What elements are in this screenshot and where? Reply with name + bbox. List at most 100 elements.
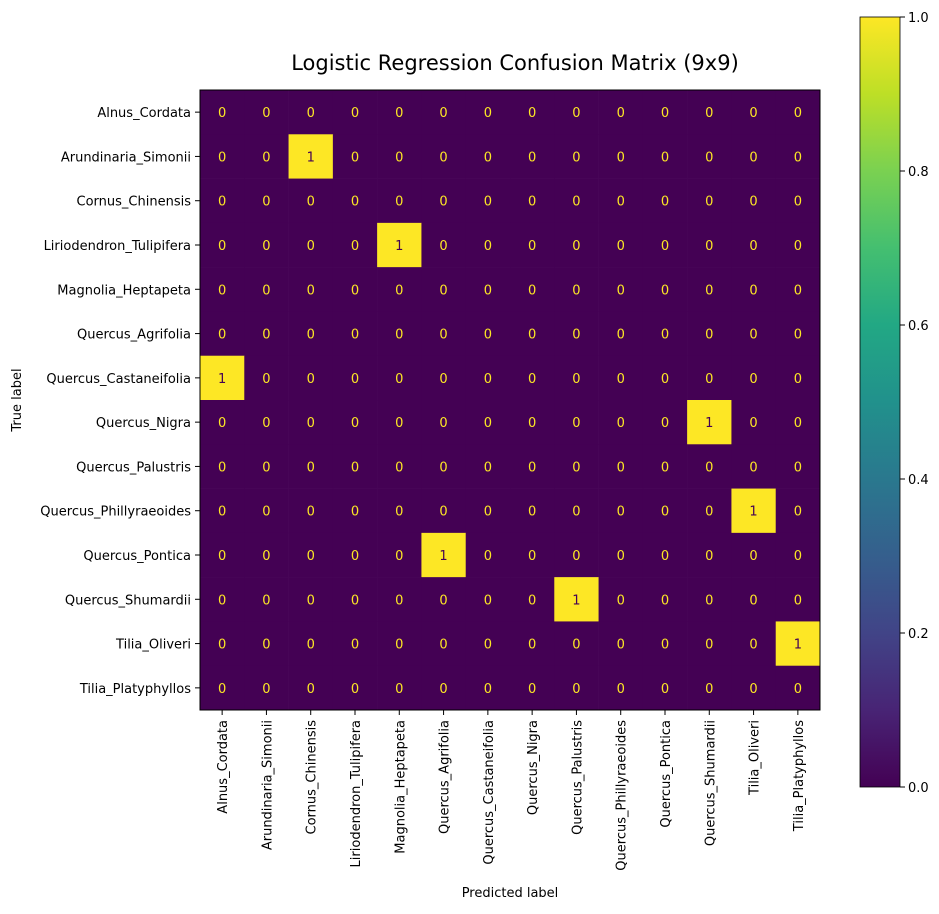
- matrix-cell-value: 0: [661, 328, 669, 343]
- matrix-cell: [421, 444, 467, 489]
- matrix-cell: [687, 577, 732, 622]
- matrix-cell-value: 0: [528, 505, 536, 520]
- matrix-cell-value: 0: [262, 460, 270, 475]
- matrix-cell: [421, 267, 467, 312]
- matrix-cell-value: 0: [749, 638, 757, 653]
- matrix-cell: [288, 355, 334, 401]
- matrix-cell: [775, 532, 821, 578]
- matrix-cell: [687, 621, 732, 667]
- colorbar: [859, 16, 901, 788]
- matrix-cell-value: 0: [218, 150, 226, 165]
- matrix-cell-labels: 0 0 0 0 0 0 0 0 0 0 0 0 0 0 0 0 1 0 0 0 0 0 0 0 0 0 0 0 0 0 0 0 0 0 0 0 0 0 0 0…: [218, 106, 802, 697]
- matrix-cell: [332, 665, 378, 711]
- matrix-cell: [377, 267, 422, 312]
- matrix-cell: [421, 90, 467, 135]
- matrix-cell: [377, 355, 422, 401]
- matrix-cell: [288, 222, 334, 268]
- matrix-cell: [731, 665, 777, 711]
- matrix-cell: [244, 267, 289, 312]
- matrix-cell: [200, 222, 245, 268]
- matrix-cell-value: 0: [572, 549, 580, 564]
- matrix-cell-value: 0: [661, 505, 669, 520]
- matrix-cell: [775, 444, 821, 489]
- matrix-cell-value: 0: [351, 460, 359, 475]
- matrix-cell-value: 0: [661, 549, 669, 564]
- matrix-cell: [598, 400, 644, 445]
- matrix-cell: [598, 577, 644, 622]
- matrix-cell: [200, 178, 245, 224]
- matrix-cell-value: 0: [484, 106, 492, 121]
- matrix-cell: [200, 577, 245, 622]
- matrix-cell-value: 0: [351, 549, 359, 564]
- y-tick-label: Quercus_Pontica: [83, 549, 191, 564]
- matrix-cell-value: 0: [794, 328, 802, 343]
- matrix-cell: [421, 355, 467, 401]
- matrix-cell: [554, 577, 599, 622]
- matrix-cell: [332, 311, 378, 357]
- matrix-cell-value: 0: [262, 283, 270, 298]
- matrix-cell: [642, 267, 688, 312]
- matrix-cell-value: 0: [218, 460, 226, 475]
- matrix-cell: [687, 665, 732, 711]
- matrix-cell: [377, 488, 422, 534]
- matrix-cell-value: 0: [262, 106, 270, 121]
- matrix-cell: [332, 355, 378, 401]
- matrix-cell-value: 0: [395, 283, 403, 298]
- matrix-cell-value: 0: [218, 549, 226, 564]
- matrix-cell: [554, 400, 599, 445]
- matrix-cell-value: 0: [395, 682, 403, 697]
- matrix-cell-value: 0: [351, 328, 359, 343]
- matrix-cell-value: 0: [262, 682, 270, 697]
- matrix-cell-value: 0: [307, 328, 315, 343]
- matrix-cell: [377, 400, 422, 445]
- matrix-cell-value: 0: [572, 460, 580, 475]
- matrix-cell-value: 0: [351, 106, 359, 121]
- matrix-cell-value: 0: [705, 549, 713, 564]
- matrix-cell-value: 0: [528, 106, 536, 121]
- matrix-cell: [554, 355, 599, 401]
- matrix-cell: [200, 355, 245, 401]
- x-tick-label: Quercus_Palustris: [570, 720, 585, 835]
- matrix-cell: [332, 178, 378, 224]
- matrix-cell: [332, 134, 378, 179]
- matrix-cell-value: 0: [439, 195, 447, 210]
- matrix-cell: [421, 400, 467, 445]
- matrix-cell: [244, 134, 289, 179]
- x-tick-label: Liriodendron_Tulipifera: [349, 720, 364, 867]
- x-tick-label: Tilia_Oliveri: [748, 720, 763, 796]
- matrix-cell-value: 0: [484, 682, 492, 697]
- matrix-cell-value: 0: [661, 460, 669, 475]
- matrix-cell-value: 0: [439, 505, 447, 520]
- matrix-cell-value: 0: [439, 328, 447, 343]
- matrix-cell-value: 0: [572, 682, 580, 697]
- y-tick-label: Quercus_Shumardii: [65, 593, 191, 608]
- matrix-cell-value: 0: [307, 283, 315, 298]
- matrix-cell: [332, 90, 378, 135]
- matrix-cell-value: 0: [307, 460, 315, 475]
- matrix-cell: [687, 400, 732, 445]
- matrix-cell: [642, 355, 688, 401]
- matrix-cell-value: 0: [661, 239, 669, 254]
- matrix-cell-value: 0: [262, 150, 270, 165]
- matrix-cell-value: 0: [572, 283, 580, 298]
- matrix-cell: [288, 311, 334, 357]
- matrix-cell-value: 0: [307, 638, 315, 653]
- matrix-cell-value: 0: [439, 638, 447, 653]
- matrix-cell-value: 0: [705, 593, 713, 608]
- matrix-cell: [288, 178, 334, 224]
- x-axis-label: Predicted label: [462, 886, 559, 901]
- matrix-cell-value: 0: [439, 283, 447, 298]
- matrix-cell-value: 0: [395, 372, 403, 387]
- matrix-cell: [642, 488, 688, 534]
- matrix-cell: [598, 665, 644, 711]
- matrix-cell-value: 0: [351, 150, 359, 165]
- matrix-cell-value: 0: [218, 638, 226, 653]
- matrix-cell: [731, 621, 777, 667]
- matrix-cell: [288, 577, 334, 622]
- matrix-cell: [598, 178, 644, 224]
- x-tick-label: Tilia_Platyphyllos: [792, 720, 807, 832]
- matrix-cell: [244, 355, 289, 401]
- colorbar-tick-label: 0.2: [908, 627, 929, 642]
- matrix-cell: [332, 400, 378, 445]
- matrix-cell: [377, 134, 422, 179]
